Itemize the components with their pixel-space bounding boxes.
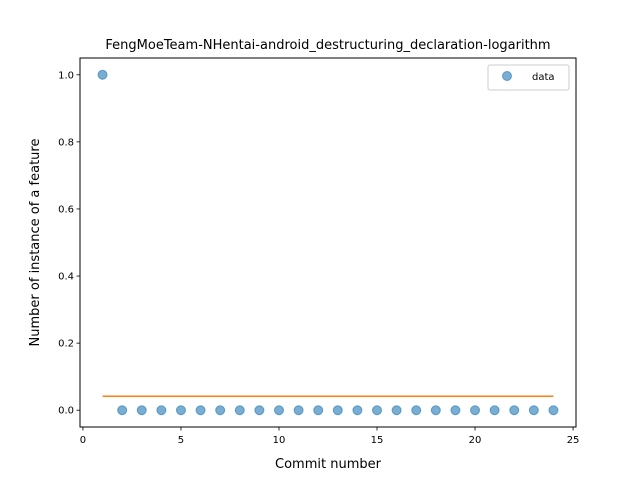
x-tick-label: 25: [567, 435, 580, 446]
data-point: [509, 405, 520, 416]
data-point: [489, 405, 500, 416]
x-tick-label: 20: [469, 435, 482, 446]
y-axis-label: Number of instance of a feature: [28, 139, 43, 347]
data-point: [254, 405, 265, 416]
data-point: [117, 405, 128, 416]
data-point: [313, 405, 324, 416]
y-tick-label: 0.0: [58, 406, 74, 417]
legend: data: [487, 64, 570, 91]
data-point: [293, 405, 304, 416]
x-tick-label: 10: [273, 435, 286, 446]
plot-area: [97, 69, 559, 416]
data-point: [470, 405, 481, 416]
data-point: [450, 405, 461, 416]
x-tick-label: 5: [178, 435, 184, 446]
data-point: [97, 69, 108, 80]
data-point: [215, 405, 226, 416]
data-point: [175, 405, 186, 416]
data-point: [136, 405, 147, 416]
data-point: [430, 405, 441, 416]
y-axis: 0.0 0.2 0.4 0.6 0.8 1.0: [58, 70, 80, 417]
data-point: [391, 405, 402, 416]
data-point: [548, 405, 559, 416]
chart-title: FengMoeTeam-NHentai-android_destructurin…: [105, 38, 550, 53]
data-point: [372, 405, 383, 416]
data-point: [352, 405, 363, 416]
legend-box: [487, 64, 570, 91]
legend-label-data: data: [532, 72, 555, 83]
data-point: [528, 405, 539, 416]
data-point: [273, 405, 284, 416]
x-axis: 0 5 10 15 20 25: [80, 427, 580, 446]
data-point: [411, 405, 422, 416]
x-tick-label: 15: [371, 435, 384, 446]
data-point: [332, 405, 343, 416]
y-tick-label: 0.2: [58, 339, 74, 350]
y-tick-label: 0.6: [58, 204, 74, 215]
data-point: [234, 405, 245, 416]
data-point: [195, 405, 206, 416]
x-axis-label: Commit number: [275, 457, 382, 472]
axes-frame: [79, 57, 577, 428]
x-tick-label: 0: [80, 435, 86, 446]
legend-marker-data: [502, 71, 512, 81]
y-tick-label: 0.8: [58, 137, 74, 148]
data-point: [156, 405, 167, 416]
y-tick-label: 1.0: [58, 70, 74, 81]
y-tick-label: 0.4: [58, 272, 74, 283]
